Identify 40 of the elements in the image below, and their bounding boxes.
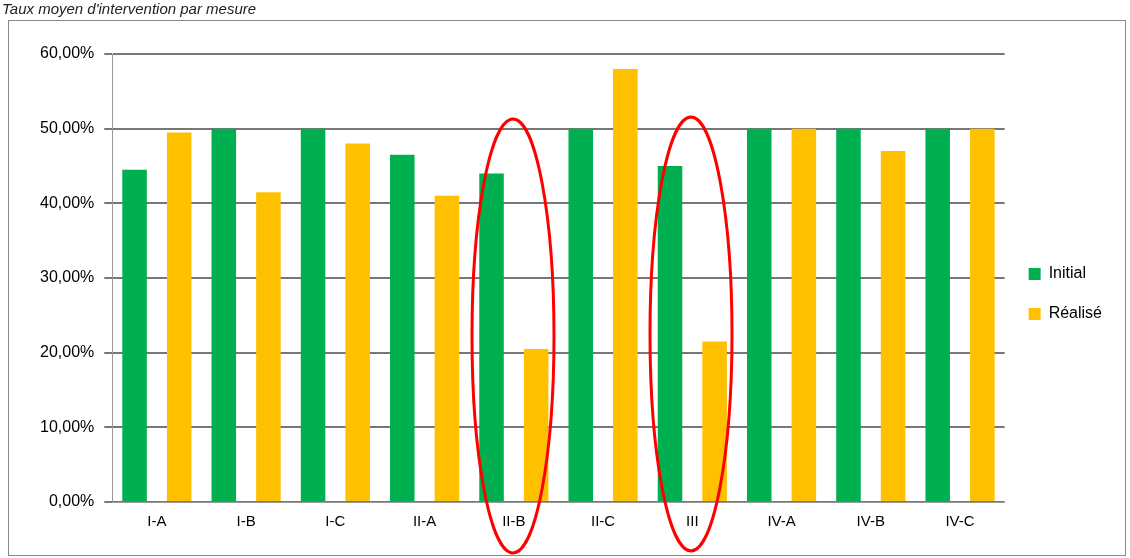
x-tick-label: I-C: [325, 512, 346, 530]
bar: [880, 151, 906, 501]
bar: [970, 128, 995, 501]
bar: [568, 128, 594, 501]
bar: [657, 166, 683, 501]
legend-label: Initial: [1048, 264, 1086, 282]
y-tick-label: 20,00%: [40, 343, 95, 361]
bar: [746, 128, 772, 501]
bar: [702, 341, 727, 501]
x-tick-label: IV-A: [767, 512, 796, 530]
legend-label: Réalisé: [1048, 304, 1103, 322]
x-tick-label: II-A: [412, 512, 437, 530]
x-tick-label: IV-C: [945, 512, 975, 530]
y-tick-label: 50,00%: [40, 119, 95, 137]
chart-title: Taux moyen d'intervention par mesure: [2, 0, 257, 17]
x-tick-label: II-B: [502, 512, 526, 530]
bar: [791, 128, 817, 501]
bar: [345, 143, 370, 501]
x-tick-label: I-A: [147, 512, 167, 530]
bar: [836, 128, 861, 501]
x-tick-label: IV-B: [856, 512, 885, 530]
bar: [211, 128, 237, 501]
x-tick-label: III: [686, 512, 699, 530]
bar: [434, 195, 460, 501]
bar: [166, 132, 192, 501]
x-tick-label: II-C: [590, 512, 616, 530]
y-tick-label: 0,00%: [48, 492, 95, 510]
y-tick-label: 30,00%: [40, 268, 95, 286]
y-tick-label: 60,00%: [40, 44, 95, 62]
bar: [925, 128, 950, 501]
y-tick-label: 40,00%: [40, 193, 95, 211]
x-tick-label: I-B: [236, 512, 256, 530]
bar: [300, 128, 326, 501]
bar: [523, 348, 549, 501]
y-tick-label: 10,00%: [40, 417, 95, 435]
bar: [390, 154, 415, 501]
bar: [479, 173, 504, 501]
bar: [256, 192, 281, 501]
bar: [613, 68, 638, 501]
bar: [122, 169, 147, 501]
